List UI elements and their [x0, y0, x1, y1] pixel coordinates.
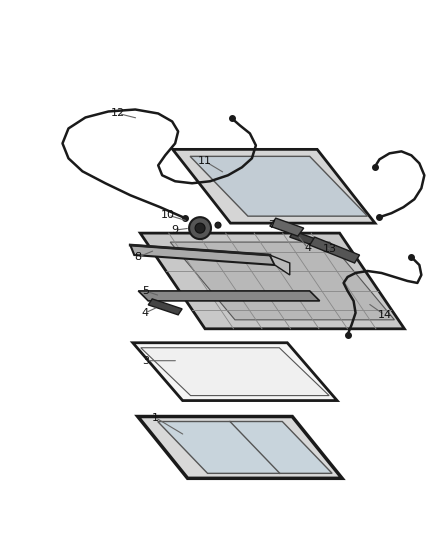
- Text: 10: 10: [161, 210, 175, 220]
- Polygon shape: [170, 242, 395, 320]
- Text: 3: 3: [142, 356, 149, 366]
- Polygon shape: [270, 218, 304, 236]
- Text: 9: 9: [172, 225, 179, 235]
- Polygon shape: [173, 149, 375, 223]
- Polygon shape: [140, 233, 404, 329]
- Text: 14: 14: [378, 310, 392, 320]
- Text: 11: 11: [198, 156, 212, 166]
- Text: 5: 5: [142, 286, 149, 296]
- Circle shape: [189, 217, 211, 239]
- Polygon shape: [190, 156, 367, 216]
- Polygon shape: [158, 422, 332, 473]
- Polygon shape: [138, 291, 320, 301]
- Text: 7: 7: [268, 220, 276, 230]
- Polygon shape: [130, 245, 275, 265]
- Polygon shape: [141, 348, 329, 395]
- Circle shape: [215, 222, 221, 228]
- Text: 1: 1: [152, 413, 159, 423]
- Polygon shape: [270, 255, 290, 275]
- Polygon shape: [148, 299, 182, 315]
- Text: 12: 12: [111, 109, 125, 118]
- Text: 4: 4: [304, 243, 311, 253]
- Polygon shape: [138, 416, 342, 478]
- Text: 4: 4: [141, 308, 149, 318]
- Polygon shape: [310, 237, 360, 263]
- Polygon shape: [290, 231, 321, 247]
- Circle shape: [195, 223, 205, 233]
- Polygon shape: [133, 343, 337, 401]
- Text: 13: 13: [323, 244, 337, 254]
- Text: 8: 8: [135, 252, 142, 262]
